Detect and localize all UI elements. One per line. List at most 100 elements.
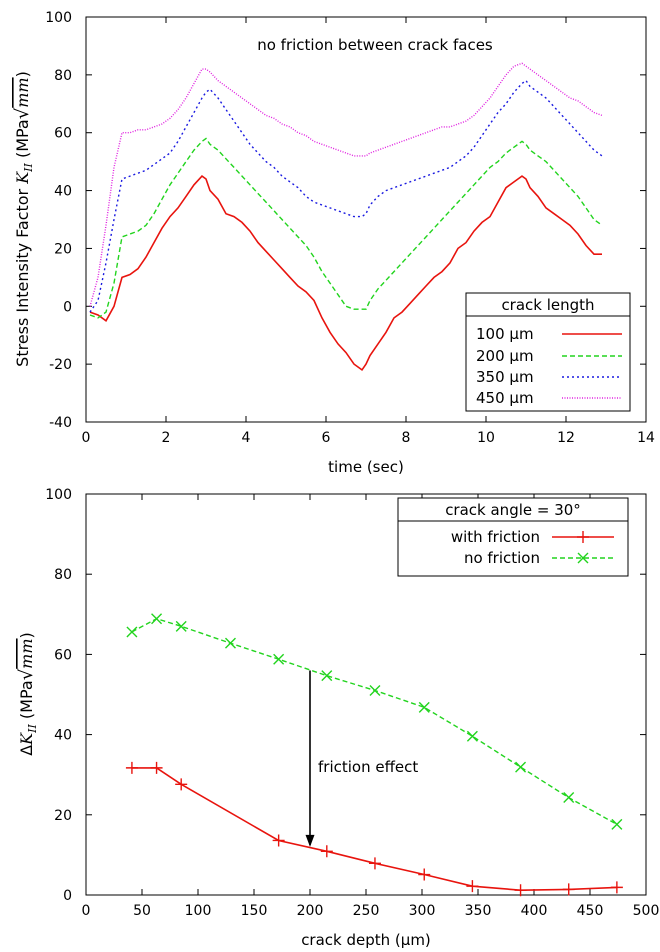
friction-effect-arrow (305, 670, 315, 847)
y-tick-label: 0 (63, 888, 72, 904)
axis-ticks-top: 0 2 4 6 8 10 12 14 -40 -20 0 20 40 60 80 100 (45, 10, 655, 446)
series-line-1 (131, 767, 617, 892)
y-axis-label-top-symbol: K (13, 171, 32, 185)
data-point-no-friction (126, 626, 138, 638)
series-group-bottom (125, 613, 623, 897)
legend-title-top: crack length (501, 296, 594, 314)
y-tick-label: 40 (54, 728, 72, 744)
y-tick-label: 40 (54, 184, 72, 200)
legend-label-3: 350 µm (476, 368, 534, 386)
series-line-1 (89, 175, 602, 372)
y-axis-label-bottom-sub: II (26, 724, 39, 734)
x-tick-label: 6 (322, 430, 331, 446)
chart-top: 0 2 4 6 8 10 12 14 -40 -20 0 20 40 60 80 100 no frictio… (12, 10, 655, 476)
x-tick-label: 14 (637, 430, 655, 446)
data-point-with-friction (368, 857, 381, 870)
y-axis-label-bottom: ΔKII (MPa√mm) (16, 632, 39, 756)
x-tick-label: 250 (353, 903, 380, 919)
series-line-3 (89, 79, 603, 313)
data-point-no-friction (151, 613, 163, 625)
data-point-with-friction (175, 778, 188, 791)
legend-label-2: 200 µm (476, 347, 534, 365)
legend-marker-no-friction (577, 552, 589, 564)
legend-entries-bottom: with friction no friction (451, 528, 614, 567)
y-axis-label-bottom-unit-post: ) (17, 632, 36, 638)
legend-marker-with-friction (577, 531, 589, 543)
y-axis-label-top-unit-pre: (MPa (13, 119, 32, 163)
data-point-no-friction (273, 653, 285, 665)
y-tick-label: 60 (54, 126, 72, 142)
data-point-no-friction (466, 730, 478, 742)
series-line-2 (89, 137, 603, 319)
x-tick-label: 2 (162, 430, 171, 446)
data-point-no-friction (611, 818, 623, 830)
y-axis-label-top: Stress Intensity Factor KII (MPa√mm) (12, 71, 35, 367)
axis-ticks-bottom: 0 50 100 150 200 250 300 350 400 450 500 0 20 40 60 80 1… (45, 487, 659, 919)
x-tick-label: 4 (242, 430, 251, 446)
data-point-with-friction (610, 881, 623, 894)
x-tick-label: 350 (465, 903, 492, 919)
y-axis-label-bottom-unit-pre: (MPa (17, 680, 36, 724)
x-tick-label: 100 (185, 903, 212, 919)
data-point-with-friction (320, 845, 333, 858)
legend-label-4: 450 µm (476, 389, 534, 407)
x-tick-label: 450 (577, 903, 604, 919)
data-point-no-friction (418, 701, 430, 713)
y-axis-label-bottom-delta: Δ (17, 745, 36, 756)
legend-entries-top: 100 µm 200 µm 350 µm 450 µm (476, 325, 622, 407)
chart-annotation-top: no friction between crack faces (257, 36, 493, 54)
legend-bottom: crack angle = 30° with friction no fricti… (397, 497, 629, 577)
y-axis-label-bottom-sqrt: √ (16, 668, 37, 680)
data-point-with-friction (418, 868, 431, 881)
x-tick-label: 400 (521, 903, 548, 919)
data-point-no-friction (224, 637, 236, 649)
data-point-with-friction (466, 880, 479, 893)
svg-text:ΔKII (MPa√mm): ΔKII (MPa√mm) (16, 632, 39, 756)
y-tick-label: 20 (54, 808, 72, 824)
legend-label-2: no friction (464, 549, 540, 567)
y-axis-label-bottom-symbol: K (17, 732, 36, 746)
data-point-with-friction (562, 883, 575, 896)
data-point-with-friction (125, 761, 138, 774)
data-point-with-friction (272, 834, 285, 847)
y-axis-label-top-sqrt: √ (12, 107, 33, 119)
series-line-2 (131, 617, 618, 826)
y-tick-label: 0 (63, 299, 72, 315)
x-tick-label: 300 (409, 903, 436, 919)
x-tick-label: 8 (402, 430, 411, 446)
x-axis-label-top: time (sec) (328, 458, 404, 476)
x-tick-label: 10 (477, 430, 495, 446)
series-line-4 (89, 62, 603, 307)
friction-effect-label: friction effect (318, 758, 418, 776)
y-axis-label-bottom-unit-mm: mm (17, 638, 36, 668)
data-point-with-friction (514, 884, 527, 897)
svg-text:Stress Intensity Factor KII (M: Stress Intensity Factor KII (MPa√mm) (12, 71, 35, 367)
chart-bottom: 0 50 100 150 200 250 300 350 400 450 500 0 20 40 60 80 1… (16, 487, 659, 949)
y-tick-label: -40 (49, 415, 72, 431)
y-tick-label: 80 (54, 567, 72, 583)
y-tick-label: 60 (54, 647, 72, 663)
x-tick-label: 200 (297, 903, 324, 919)
x-tick-label: 0 (82, 430, 91, 446)
legend-label-1: with friction (451, 528, 540, 546)
data-point-no-friction (175, 620, 187, 632)
legend-title-bottom: crack angle = 30° (445, 501, 581, 519)
data-point-no-friction (369, 684, 381, 696)
x-tick-label: 50 (133, 903, 151, 919)
data-point-no-friction (515, 761, 527, 773)
y-axis-label-top-sub: II (22, 162, 35, 172)
y-tick-label: 20 (54, 241, 72, 257)
data-point-no-friction (563, 792, 575, 804)
x-axis-label-bottom: crack depth (µm) (301, 931, 431, 949)
y-axis-label-top-text: Stress Intensity Factor (13, 184, 32, 367)
y-axis-label-top-unit-post: ) (13, 71, 32, 77)
legend-box-top (465, 292, 631, 412)
y-tick-label: 100 (45, 487, 72, 503)
legend-label-1: 100 µm (476, 325, 534, 343)
y-tick-label: 100 (45, 10, 72, 26)
y-axis-label-top-unit-mm: mm (13, 77, 32, 107)
series-group-top (89, 62, 603, 372)
data-point-no-friction (321, 670, 333, 682)
arrow-head (305, 834, 315, 847)
